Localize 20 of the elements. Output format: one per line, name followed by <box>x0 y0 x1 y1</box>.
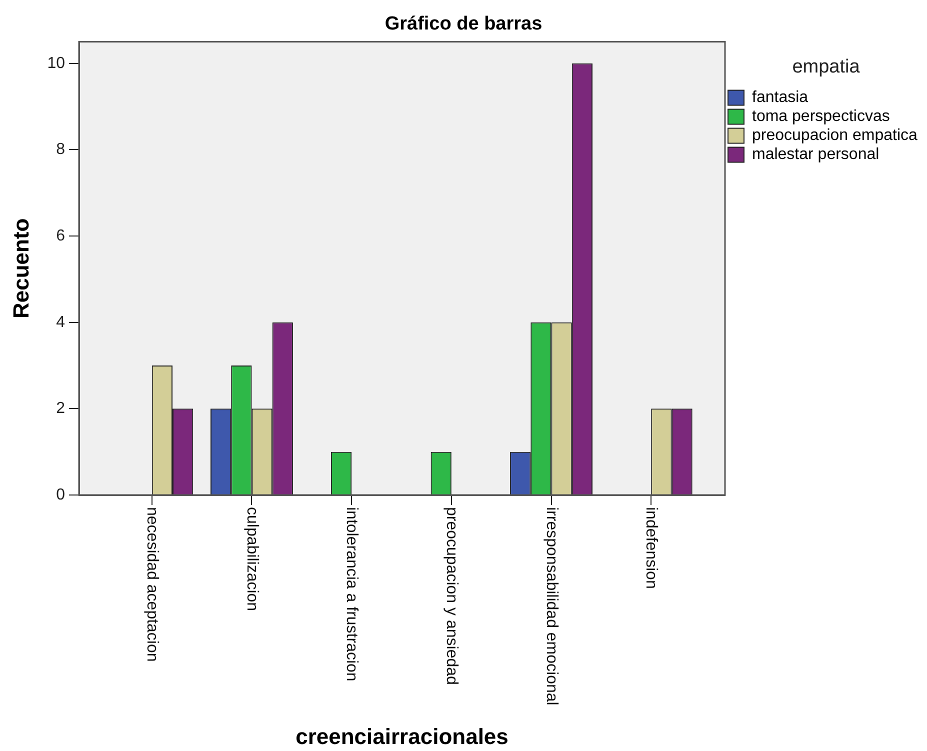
legend-label: fantasia <box>752 89 808 106</box>
legend-label: toma perspecticvas <box>752 108 890 126</box>
legend-title: empatia <box>792 56 860 78</box>
x-tick-label: irresponsabilidad emocional <box>542 507 560 706</box>
y-tick-label: 8 <box>56 141 66 158</box>
x-tick-label: preocupacion y ansiedad <box>443 507 460 685</box>
y-tick-label: 0 <box>56 486 66 504</box>
x-axis-title: creenciairracionales <box>296 724 508 749</box>
y-tick-label: 10 <box>47 54 66 72</box>
chart-title: Gráfico de barras <box>384 14 542 35</box>
y-tick-label: 4 <box>56 314 66 331</box>
x-tick-label: indefension <box>642 507 660 589</box>
x-tick-label: intolerancia a frustracion <box>343 507 360 682</box>
legend-label: preocupacion empatica <box>752 127 918 144</box>
y-axis-title: Recuento <box>8 218 34 319</box>
x-tick-label: necesidad aceptacion <box>143 507 160 662</box>
y-tick-label: 6 <box>56 227 66 244</box>
y-tick-label: 2 <box>56 400 66 418</box>
x-tick-label: culpabilizacion <box>243 507 260 612</box>
legend-label: malestar personal <box>752 146 880 164</box>
